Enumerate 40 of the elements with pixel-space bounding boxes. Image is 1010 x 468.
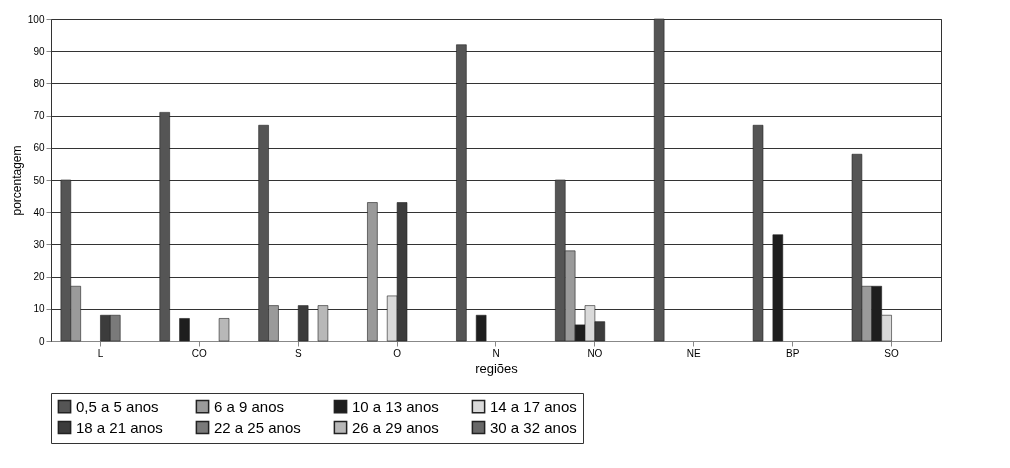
y-tick-label: 50 <box>33 174 45 186</box>
legend-label: 30 a 32 anos <box>490 418 577 436</box>
x-tick-label: BP <box>785 347 800 359</box>
x-tick-label: SO <box>884 347 899 359</box>
legend-label: 18 a 21 anos <box>76 418 163 436</box>
y-tick-label: 70 <box>33 110 45 122</box>
y-tick-label: 30 <box>33 238 45 250</box>
legend-label: 26 a 29 anos <box>352 418 439 436</box>
legend-label: 22 a 25 anos <box>214 418 301 436</box>
y-tick-label: 100 <box>27 13 45 25</box>
bar <box>653 18 665 342</box>
bar <box>317 305 329 342</box>
x-tick-label: O <box>393 347 402 359</box>
x-tick-label: NO <box>587 347 603 359</box>
bar <box>752 124 764 342</box>
bar <box>159 112 170 342</box>
legend-label: 0,5 a 5 anos <box>76 397 159 415</box>
y-tick-label: 20 <box>33 271 45 283</box>
x-tick-label: CO <box>191 347 208 359</box>
x-axis-title: regiões <box>475 360 519 376</box>
bar <box>456 44 467 342</box>
legend-label: 6 a 9 anos <box>214 397 285 415</box>
y-tick-label: 40 <box>33 206 45 218</box>
y-tick-label: 90 <box>33 45 45 57</box>
legend-label: 10 a 13 anos <box>352 397 439 415</box>
legend-label: 14 a 17 anos <box>490 397 577 415</box>
bar <box>218 318 230 342</box>
x-tick-label: L <box>97 347 104 359</box>
y-tick-label: 60 <box>33 142 45 154</box>
y-axis-title: porcentagem <box>9 145 24 216</box>
bar <box>367 202 378 342</box>
x-tick-label: NE <box>686 347 702 359</box>
bar <box>475 314 487 342</box>
y-tick-label: 10 <box>33 303 45 315</box>
x-tick-label: N <box>492 347 500 359</box>
y-tick-label: 0 <box>38 335 45 347</box>
x-tick-label: S <box>294 347 302 359</box>
bar <box>772 234 784 342</box>
y-tick-label: 80 <box>33 77 45 89</box>
bar <box>179 318 190 342</box>
